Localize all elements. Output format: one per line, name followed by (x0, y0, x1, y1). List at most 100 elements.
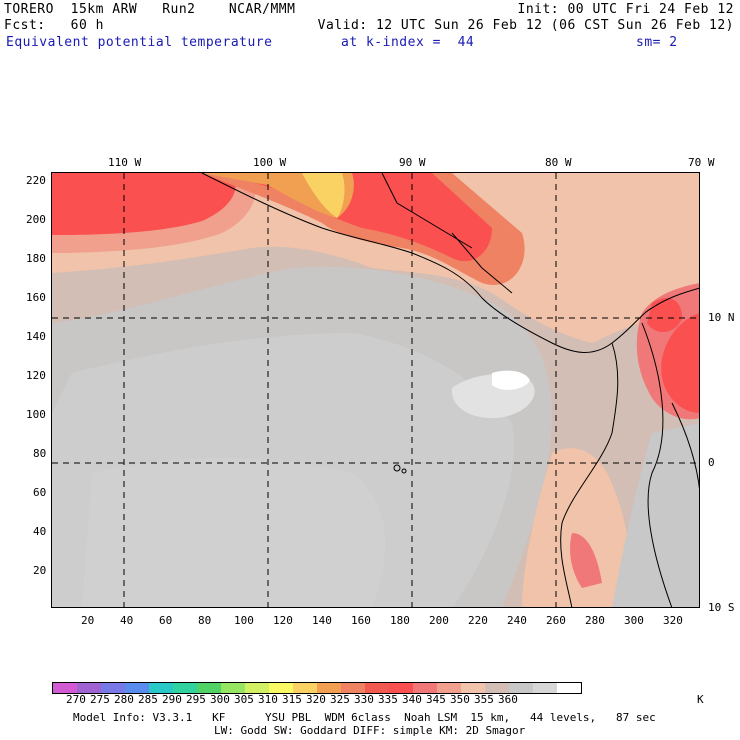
colorbar-swatch (77, 683, 101, 693)
x-label: 240 (507, 614, 527, 627)
model-info: Model Info: V3.3.1 KF YSU PBL WDM 6class… (73, 711, 656, 724)
field-330k-nw (52, 173, 236, 235)
lon-label-100w: 100 W (253, 156, 287, 169)
colorbar-tick-label: 330 (354, 693, 374, 706)
colorbar-swatch (173, 683, 197, 693)
header-title: TORERO 15km ARW Run2 NCAR/MMM (4, 2, 296, 17)
colorbar-swatch (221, 683, 245, 693)
colorbar-tick-label: 295 (186, 693, 206, 706)
y-label: 200 (26, 213, 46, 226)
colorbar-swatch (125, 683, 149, 693)
colorbar-swatch (197, 683, 221, 693)
field-330k-panama (647, 298, 682, 333)
colorbar-swatch (437, 683, 461, 693)
colorbar-swatch (461, 683, 485, 693)
colorbar-swatch (389, 683, 413, 693)
colorbar-tick-label: 340 (402, 693, 422, 706)
colorbar-swatch (269, 683, 293, 693)
x-label: 300 (624, 614, 644, 627)
y-label: 160 (26, 291, 46, 304)
vertical-level: at k-index = 44 (341, 35, 475, 50)
y-label: 180 (26, 252, 46, 265)
colorbar-swatch (341, 683, 365, 693)
physics-info: LW: Godd SW: Goddard DIFF: simple KM: 2D… (214, 724, 526, 737)
y-label: 220 (26, 174, 46, 187)
colorbar-swatch (533, 683, 557, 693)
y-label: 80 (33, 447, 47, 460)
lon-label-80w: 80 W (545, 156, 572, 169)
coastline-colombia-north (651, 287, 700, 309)
coastlines (201, 173, 700, 608)
colorbar-tick-label: 310 (258, 693, 278, 706)
colorbar-tick-label: 355 (474, 693, 494, 706)
lat-label-10s: 10 S (708, 601, 735, 614)
x-label: 160 (351, 614, 371, 627)
colorbar-tick-label: 320 (306, 693, 326, 706)
colorbar-swatch (149, 683, 173, 693)
x-label: 80 (198, 614, 212, 627)
y-label: 100 (26, 408, 46, 421)
border-nicaragua (451, 232, 513, 294)
lon-label-70w: 70 W (688, 156, 715, 169)
colorbar-swatch (317, 683, 341, 693)
colorbar-tick-label: 325 (330, 693, 350, 706)
colorbar (52, 682, 582, 694)
lon-label-110w: 110 W (108, 156, 142, 169)
x-label: 220 (468, 614, 488, 627)
colorbar-tick-label: 345 (426, 693, 446, 706)
map-panel (52, 173, 700, 608)
x-label: 140 (312, 614, 332, 627)
field-330k-colombia (661, 313, 700, 413)
x-label: 40 (120, 614, 134, 627)
border-peru-brazil (641, 322, 673, 608)
valid-time: Valid: 12 UTC Sun 26 Feb 12 (06 CST Sun … (317, 18, 734, 33)
colorbar-swatch (365, 683, 389, 693)
colorbar-unit: K (697, 693, 704, 706)
field-340k-peru (522, 448, 637, 608)
lon-label-90w: 90 W (399, 156, 426, 169)
smoothing-value: sm= 2 (636, 35, 678, 50)
galapagos-island (401, 468, 407, 474)
colorbar-tick-label: 300 (210, 693, 230, 706)
field-350k-andes (612, 423, 700, 608)
y-label: 20 (33, 564, 47, 577)
field-360k-patch (492, 370, 530, 390)
colorbar-swatch (53, 683, 77, 693)
border-ecuador (671, 402, 700, 494)
forecast-hour: Fcst: 60 h (4, 18, 104, 33)
x-label: 260 (546, 614, 566, 627)
field-name: Equivalent potential temperature (6, 35, 273, 50)
field-352k-core (82, 458, 386, 608)
colorbar-swatch (413, 683, 437, 693)
field-335k-peru (570, 533, 602, 588)
galapagos-island (393, 464, 401, 472)
x-label: 180 (390, 614, 410, 627)
x-label: 200 (429, 614, 449, 627)
coastline-southamerica-west (560, 342, 619, 608)
y-label: 60 (33, 486, 47, 499)
init-time: Init: 00 UTC Fri 24 Feb 12 (517, 2, 734, 17)
graticule (52, 173, 700, 608)
equivalent-potential-temperature-field (52, 173, 700, 608)
colorbar-tick-label: 360 (498, 693, 518, 706)
colorbar-swatch (485, 683, 509, 693)
colorbar-swatch (557, 683, 581, 693)
x-label: 120 (273, 614, 293, 627)
x-label: 100 (234, 614, 254, 627)
colorbar-tick-label: 285 (138, 693, 158, 706)
colorbar-tick-label: 350 (450, 693, 470, 706)
lat-label-10n: 10 N (708, 311, 735, 324)
x-label: 60 (159, 614, 173, 627)
colorbar-swatch (101, 683, 125, 693)
x-label: 280 (585, 614, 605, 627)
colorbar-tick-label: 280 (114, 693, 134, 706)
colorbar-tick-label: 315 (282, 693, 302, 706)
colorbar-tick-label: 335 (378, 693, 398, 706)
y-label: 140 (26, 330, 46, 343)
y-label: 40 (33, 525, 47, 538)
colorbar-tick-label: 270 (66, 693, 86, 706)
lat-label-0: 0 (708, 456, 715, 469)
x-label: 20 (81, 614, 95, 627)
x-label: 320 (663, 614, 683, 627)
y-label: 120 (26, 369, 46, 382)
